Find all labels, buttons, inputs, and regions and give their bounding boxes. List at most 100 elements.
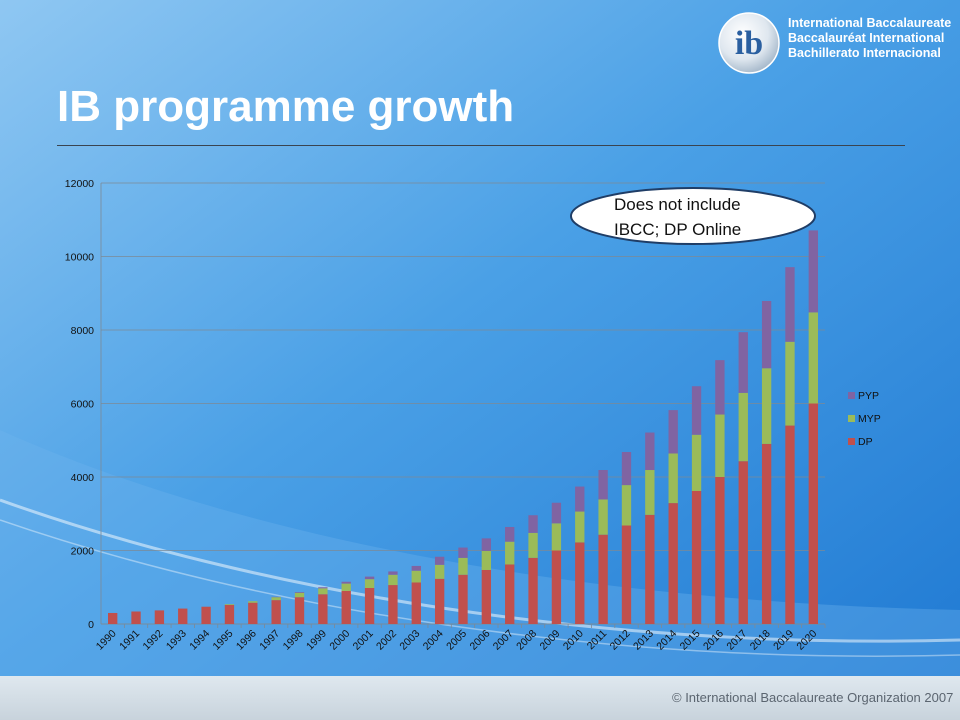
x-tick-label: 2013 (631, 628, 656, 653)
bar-dp-2011 (598, 534, 608, 624)
bar-dp-1993 (178, 608, 188, 624)
bar-dp-2005 (458, 574, 468, 624)
bar-myp-2001 (364, 579, 375, 588)
bar-pyp-2009 (551, 502, 562, 524)
org-name-en: International Baccalaureate (788, 16, 952, 30)
bar-dp-2012 (621, 525, 632, 624)
bar-pyp-2003 (411, 565, 421, 571)
x-tick-label: 2015 (678, 628, 703, 653)
x-tick-label: 2003 (397, 628, 422, 653)
y-tick-label: 10000 (65, 252, 94, 264)
x-tick-label: 2004 (421, 628, 446, 653)
bar-pyp-2019 (785, 267, 795, 342)
y-tick-label: 12000 (65, 178, 94, 190)
bar-myp-2019 (785, 341, 795, 426)
x-tick-label: 1992 (141, 628, 166, 653)
x-tick-label: 1995 (211, 628, 236, 653)
x-tick-label: 1990 (94, 628, 119, 653)
callout-line-2: IBCC; DP Online (614, 220, 742, 239)
bar-pyp-2018 (761, 300, 772, 369)
bar-myp-2020 (808, 312, 818, 404)
bar-myp-1999 (318, 588, 328, 595)
bar-dp-1994 (201, 606, 211, 624)
title-divider (57, 145, 905, 146)
bar-pyp-2013 (645, 432, 655, 471)
bar-myp-2015 (691, 434, 702, 491)
x-tick-label: 2016 (701, 628, 726, 653)
x-tick-label: 1997 (257, 628, 282, 653)
slide-title: IB programme growth (57, 82, 515, 131)
x-tick-label: 1996 (234, 628, 259, 653)
bar-myp-1998 (294, 592, 305, 598)
bar-pyp-2014 (668, 410, 678, 454)
x-tick-label: 2001 (351, 628, 376, 653)
bar-dp-1992 (154, 610, 165, 624)
ib-logo: ib (718, 12, 780, 74)
bar-dp-2001 (364, 587, 375, 624)
legend-label-myp: MYP (858, 413, 881, 425)
bar-dp-1995 (224, 604, 235, 624)
bar-pyp-2006 (481, 538, 492, 551)
bar-myp-2016 (715, 414, 725, 477)
logo-lettering: ib (735, 25, 763, 62)
bar-pyp-2011 (598, 470, 608, 500)
y-tick-label: 6000 (71, 399, 95, 411)
x-tick-label: 1991 (117, 628, 142, 653)
bar-dp-1998 (294, 597, 305, 624)
legend-swatch-myp (848, 415, 855, 422)
bar-dp-1997 (271, 600, 281, 624)
bar-dp-2020 (808, 403, 818, 624)
bar-dp-2014 (668, 503, 678, 624)
bar-myp-2010 (575, 511, 585, 543)
x-tick-label: 1993 (164, 628, 189, 653)
bar-dp-1996 (248, 602, 258, 624)
bar-dp-2010 (575, 542, 585, 624)
bar-pyp-2012 (621, 452, 632, 486)
bar-dp-2019 (785, 425, 795, 624)
bar-dp-2013 (645, 514, 655, 624)
bar-myp-2011 (598, 499, 608, 535)
bar-dp-2015 (691, 490, 702, 624)
bar-myp-1997 (271, 597, 281, 601)
bar-myp-1996 (248, 601, 258, 603)
y-tick-label: 4000 (71, 472, 95, 484)
callout-bubble (570, 187, 816, 245)
callout-text: Does not include IBCC; DP Online (614, 192, 804, 242)
bar-pyp-2020 (808, 230, 818, 313)
organization-names: International Baccalaureate Baccalauréat… (788, 16, 951, 61)
bar-pyp-1998 (294, 592, 305, 593)
bar-myp-2014 (668, 453, 678, 504)
bar-pyp-2005 (458, 547, 468, 558)
x-tick-label: 2000 (327, 628, 352, 653)
bar-pyp-2007 (505, 526, 515, 542)
x-tick-label: 1994 (187, 628, 212, 653)
bar-myp-2018 (761, 368, 772, 444)
bar-pyp-2015 (691, 386, 702, 435)
bar-myp-2005 (458, 557, 468, 575)
bar-pyp-1999 (318, 587, 328, 589)
legend-swatch-dp (848, 438, 855, 445)
x-tick-label: 2014 (654, 628, 679, 653)
legend-label-pyp: PYP (858, 390, 879, 402)
x-tick-label: 2020 (794, 628, 819, 653)
y-tick-label: 0 (88, 619, 94, 631)
y-tick-label: 2000 (71, 546, 95, 558)
x-tick-label: 2019 (771, 628, 796, 653)
x-tick-label: 2011 (585, 628, 610, 653)
x-tick-label: 2005 (444, 628, 469, 653)
legend-label-dp: DP (858, 436, 873, 448)
bar-dp-2003 (411, 582, 421, 624)
bar-dp-2009 (551, 550, 562, 624)
bar-dp-2007 (505, 564, 515, 624)
bar-dp-2000 (341, 590, 351, 624)
bar-pyp-2008 (528, 515, 538, 533)
org-name-es: Bachillerato Internacional (788, 46, 941, 60)
bar-myp-2003 (411, 570, 421, 583)
legend-swatch-pyp (848, 392, 855, 399)
x-tick-label: 2008 (514, 628, 539, 653)
bar-myp-1995 (224, 604, 235, 605)
bar-myp-2017 (738, 392, 748, 462)
x-tick-label: 2012 (608, 628, 633, 653)
bar-dp-2017 (738, 461, 748, 624)
